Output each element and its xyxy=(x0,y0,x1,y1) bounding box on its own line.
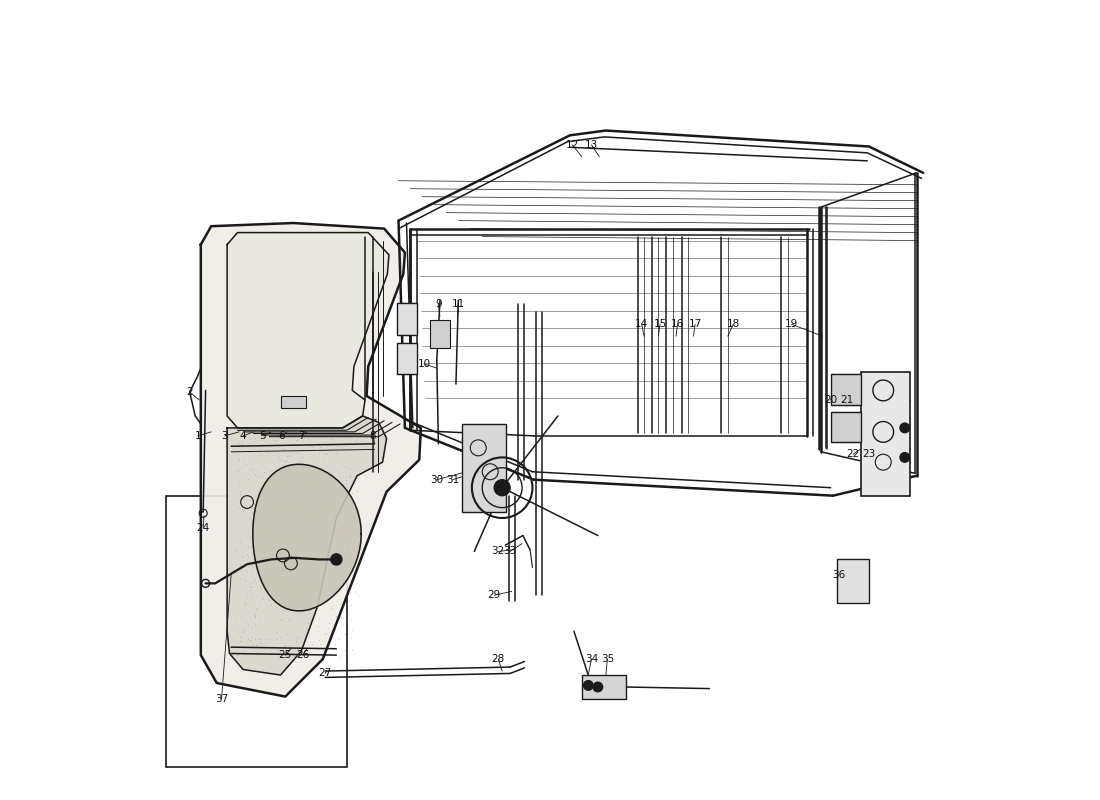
Bar xyxy=(430,320,450,348)
Circle shape xyxy=(900,423,910,433)
Text: 14: 14 xyxy=(635,319,648,330)
Text: 24: 24 xyxy=(197,522,210,533)
Bar xyxy=(837,559,869,603)
Bar xyxy=(462,424,506,512)
Text: 27: 27 xyxy=(319,669,332,678)
Text: 7: 7 xyxy=(298,431,305,441)
Text: 33: 33 xyxy=(504,546,517,557)
Text: 18: 18 xyxy=(727,319,740,330)
Text: 30: 30 xyxy=(430,474,443,485)
Text: 25: 25 xyxy=(278,650,292,660)
Text: 37: 37 xyxy=(214,694,228,704)
Text: 2: 2 xyxy=(186,387,192,397)
Text: 17: 17 xyxy=(689,319,702,330)
Text: 35: 35 xyxy=(601,654,614,664)
Circle shape xyxy=(593,682,603,692)
Text: 19: 19 xyxy=(785,319,799,330)
Text: 32: 32 xyxy=(492,546,505,557)
Circle shape xyxy=(583,681,593,690)
Text: 36: 36 xyxy=(832,570,845,580)
Text: 8: 8 xyxy=(370,431,376,441)
Bar xyxy=(582,675,626,699)
Text: 9: 9 xyxy=(436,299,442,310)
Text: 15: 15 xyxy=(653,319,667,330)
Text: 16: 16 xyxy=(671,319,684,330)
Polygon shape xyxy=(253,464,361,611)
Text: 1: 1 xyxy=(195,431,201,441)
Polygon shape xyxy=(227,233,389,428)
Text: 23: 23 xyxy=(862,450,876,459)
Text: 20: 20 xyxy=(824,395,837,405)
Polygon shape xyxy=(227,416,386,675)
Text: 31: 31 xyxy=(447,474,460,485)
Bar xyxy=(861,372,911,496)
Text: 29: 29 xyxy=(487,590,500,600)
Bar xyxy=(830,374,861,405)
Polygon shape xyxy=(201,223,421,697)
Text: 22: 22 xyxy=(846,450,859,459)
Text: 10: 10 xyxy=(418,359,431,369)
Text: 11: 11 xyxy=(452,299,465,310)
Bar xyxy=(830,412,861,442)
Circle shape xyxy=(331,554,342,565)
Bar xyxy=(280,396,306,408)
Circle shape xyxy=(494,480,510,496)
Text: 6: 6 xyxy=(278,431,285,441)
Text: 21: 21 xyxy=(840,395,854,405)
Circle shape xyxy=(900,453,910,462)
Text: 4: 4 xyxy=(240,431,246,441)
Text: 28: 28 xyxy=(492,654,505,664)
Text: 5: 5 xyxy=(260,431,266,441)
Text: 26: 26 xyxy=(296,650,309,660)
Text: 12: 12 xyxy=(565,140,579,150)
Bar xyxy=(397,302,417,334)
Text: 13: 13 xyxy=(585,140,598,150)
Bar xyxy=(166,496,346,766)
Bar xyxy=(397,342,417,374)
Text: 3: 3 xyxy=(221,431,228,441)
Text: 34: 34 xyxy=(585,654,598,664)
